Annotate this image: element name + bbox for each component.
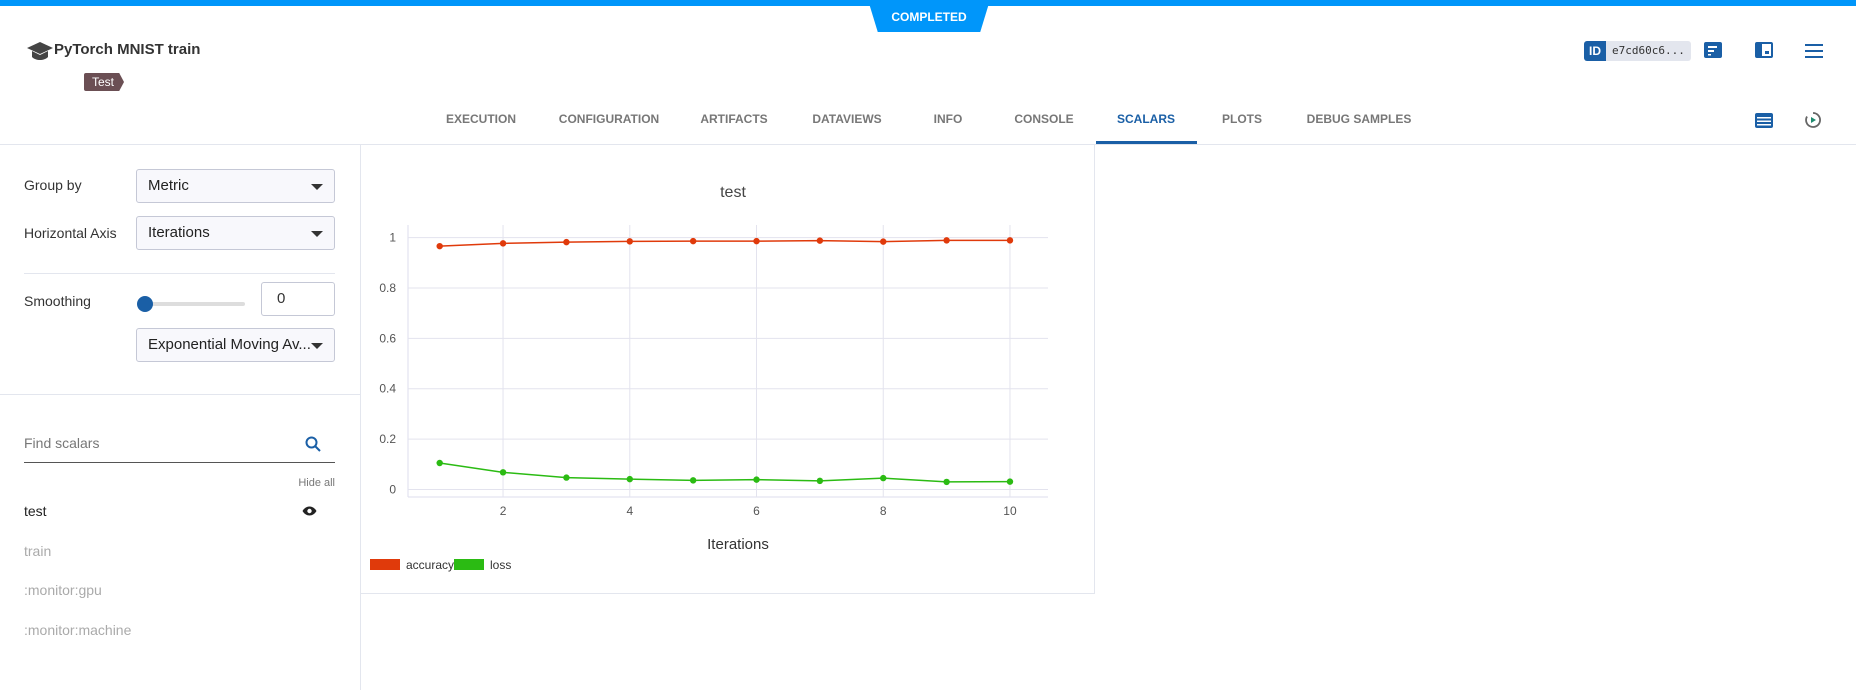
tab-console[interactable]: CONSOLE — [1014, 112, 1074, 126]
y-tick-label: 0.6 — [379, 331, 396, 345]
chart-panel: test 2 4 6 8 10 0 0.2 0.4 0.6 0.8 1 Iterations acc… — [361, 145, 1095, 594]
data-point-loss — [563, 474, 570, 481]
auto-refresh-icon[interactable] — [1804, 111, 1822, 129]
data-point-accuracy — [753, 237, 760, 245]
divider — [0, 394, 360, 395]
data-point-accuracy — [499, 240, 507, 247]
scalar-item-test[interactable]: test — [24, 503, 47, 519]
data-point-loss — [1006, 478, 1014, 485]
x-tick-label: 10 — [1003, 504, 1017, 518]
smoothing-slider-thumb[interactable] — [137, 296, 153, 312]
data-point-accuracy — [563, 238, 570, 246]
data-point-accuracy — [943, 237, 950, 244]
caret-down-icon — [311, 231, 323, 237]
task-id-badge[interactable]: ID e7cd60c6... — [1584, 41, 1691, 61]
tab-artifacts[interactable]: ARTIFACTS — [700, 112, 768, 126]
data-point-accuracy — [626, 238, 633, 245]
group-by-value: Metric — [148, 177, 189, 194]
series-line-loss — [439, 462, 1010, 483]
scalar-item-monitor-gpu[interactable]: :monitor:gpu — [24, 582, 102, 598]
horizontal-axis-select[interactable]: Iterations — [136, 216, 335, 250]
data-point-accuracy — [816, 237, 824, 244]
scalar-item-monitor-machine[interactable]: :monitor:machine — [24, 622, 132, 638]
scalar-chart[interactable]: test 2 4 6 8 10 0 0.2 0.4 0.6 0.8 1 Iterations acc… — [361, 145, 1095, 594]
task-title: PyTorch MNIST train — [54, 41, 201, 58]
data-point-accuracy — [436, 242, 443, 250]
tab-info[interactable]: INFO — [933, 112, 963, 126]
data-point-accuracy — [689, 237, 697, 245]
search-icon[interactable] — [305, 436, 321, 452]
y-tick-label: 0 — [389, 482, 396, 496]
data-point-loss — [753, 476, 760, 483]
tab-configuration[interactable]: CONFIGURATION — [558, 112, 660, 126]
chart-title: test — [720, 184, 746, 201]
header-divider — [0, 144, 1856, 145]
search-underline — [24, 462, 335, 463]
horizontal-axis-value: Iterations — [148, 224, 210, 241]
tab-dataviews[interactable]: DATAVIEWS — [812, 112, 882, 126]
data-point-loss — [436, 459, 443, 467]
x-tick-label: 8 — [880, 504, 887, 518]
legend-label-accuracy: accuracy — [406, 558, 454, 572]
data-point-accuracy — [880, 238, 887, 245]
smoothing-method-select[interactable]: Exponential Moving Av... — [136, 328, 335, 362]
data-point-loss — [499, 469, 507, 476]
smoothing-slider[interactable] — [145, 302, 245, 306]
sidebar-divider — [360, 145, 361, 690]
x-axis-label: Iterations — [707, 536, 769, 553]
id-value: e7cd60c6... — [1606, 41, 1691, 61]
find-scalars-input[interactable]: Find scalars — [24, 435, 100, 451]
tab-plots[interactable]: PLOTS — [1221, 112, 1263, 126]
tab-scalars[interactable]: SCALARS — [1116, 112, 1176, 126]
data-point-accuracy — [1006, 237, 1014, 244]
data-point-loss — [816, 477, 824, 485]
y-tick-label: 0.2 — [379, 432, 396, 446]
id-label: ID — [1584, 41, 1606, 61]
data-point-loss — [689, 477, 697, 484]
task-tag[interactable]: Test — [84, 73, 125, 91]
divider — [24, 273, 335, 274]
y-tick-label: 0.4 — [379, 382, 396, 396]
y-tick-label: 0.8 — [379, 281, 396, 295]
layout-toggle-icon[interactable] — [1755, 42, 1773, 58]
scalar-item-train[interactable]: train — [24, 543, 52, 559]
data-point-loss — [626, 475, 633, 483]
smoothing-method-value: Exponential Moving Av... — [148, 336, 311, 353]
horizontal-axis-label: Horizontal Axis — [24, 225, 117, 241]
group-by-select[interactable]: Metric — [136, 169, 335, 203]
hide-all-button[interactable]: Hide all — [298, 477, 335, 489]
details-panel-icon[interactable] — [1704, 42, 1722, 58]
y-tick-label: 1 — [389, 231, 396, 245]
caret-down-icon — [311, 184, 323, 190]
x-tick-label: 6 — [753, 504, 760, 518]
data-point-loss — [943, 478, 950, 486]
status-badge: COMPLETED — [868, 0, 990, 32]
active-tab-indicator — [1096, 141, 1197, 144]
graduation-cap-icon — [27, 42, 53, 60]
legend-swatch-loss — [454, 559, 484, 570]
x-tick-label: 4 — [626, 504, 633, 518]
eye-icon[interactable] — [302, 506, 317, 516]
legend-swatch-accuracy — [370, 559, 400, 570]
list-view-icon[interactable] — [1755, 113, 1773, 128]
smoothing-input[interactable]: 0 — [261, 282, 335, 316]
group-by-label: Group by — [24, 177, 82, 193]
caret-down-icon — [311, 343, 323, 349]
smoothing-label: Smoothing — [24, 293, 91, 309]
tab-debug-samples[interactable]: DEBUG SAMPLES — [1306, 112, 1412, 126]
x-tick-label: 2 — [500, 504, 507, 518]
legend-label-loss: loss — [490, 558, 511, 572]
tab-execution[interactable]: EXECUTION — [445, 112, 517, 126]
menu-icon[interactable] — [1805, 44, 1823, 58]
series-line-accuracy — [439, 239, 1010, 247]
data-point-loss — [880, 474, 887, 482]
